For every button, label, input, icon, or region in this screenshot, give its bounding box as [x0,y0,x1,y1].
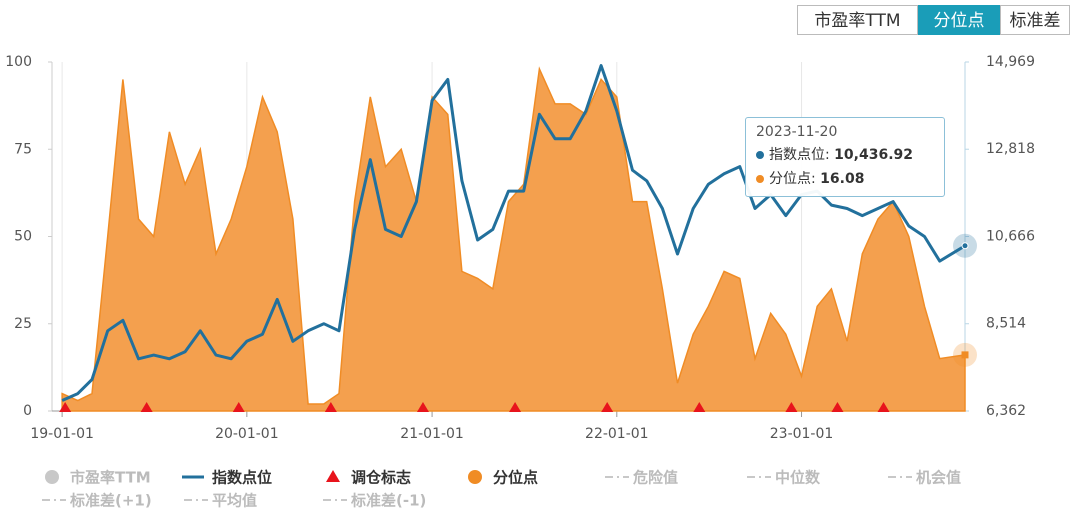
tooltip-dot [756,151,764,159]
hover-point [961,242,969,250]
rebalance-marker [509,402,522,412]
tooltip-value: 16.08 [820,171,865,187]
legend-label: 调仓标志 [351,469,411,487]
legend-label: 平均值 [212,492,257,510]
rebalance-marker [232,402,245,412]
legend-label: 中位数 [775,469,821,487]
legend-symbol [326,470,340,482]
tab-button[interactable]: 标准差 [1000,5,1070,35]
rebalance-marker [601,402,614,412]
y-tick-label: 0 [23,403,32,419]
tab-button[interactable]: 分位点 [918,5,1000,35]
y-tick-label: 100 [5,54,32,70]
tooltip-row: 指数点位: 10,436.92 [756,144,934,164]
tooltip-row: 分位点: 16.08 [756,168,934,188]
rebalance-marker [785,402,798,412]
rebalance-marker [831,402,844,412]
hover-point [961,351,969,359]
legend-label: 标准差(-1) [350,492,426,510]
legend-label: 指数点位 [212,469,272,487]
rebalance-marker [324,402,337,412]
legend-symbol [468,470,482,484]
y2-tick-label: 12,818 [986,141,1035,157]
x-tick-label: 21-01-01 [400,426,464,442]
tooltip-value: 10,436.92 [834,147,913,163]
legend-label: 市盈率TTM [70,469,151,487]
x-tick-label: 22-01-01 [585,426,649,442]
x-tick-label: 20-01-01 [215,426,279,442]
x-tick-label: 19-01-01 [30,426,94,442]
y2-tick-label: 6,362 [986,403,1026,419]
tooltip-label: 指数点位: [769,147,830,163]
tooltip-label: 分位点: [769,171,816,187]
legend-label: 机会值 [916,469,961,487]
rebalance-marker [693,402,706,412]
y-tick-label: 50 [14,229,32,245]
x-tick-label: 23-01-01 [770,426,834,442]
tooltip-dot [756,175,764,183]
legend-symbol [45,470,59,484]
y2-tick-label: 8,514 [986,316,1026,332]
tooltip: 2023-11-20 指数点位: 10,436.92 分位点: 16.08 [745,117,945,197]
rebalance-marker [140,402,153,412]
tab-button[interactable]: 市盈率TTM [797,5,918,35]
rebalance-marker [877,402,890,412]
legend-label: 分位点 [493,469,538,487]
y2-tick-label: 14,969 [986,54,1035,70]
legend-label: 危险值 [633,469,678,487]
tooltip-date: 2023-11-20 [756,124,838,140]
y-tick-label: 25 [14,316,32,332]
y2-tick-label: 10,666 [986,228,1035,244]
rebalance-marker [416,402,429,412]
legend-label: 标准差(+1) [69,492,152,510]
rebalance-marker [59,402,72,412]
y-tick-label: 75 [14,141,32,157]
